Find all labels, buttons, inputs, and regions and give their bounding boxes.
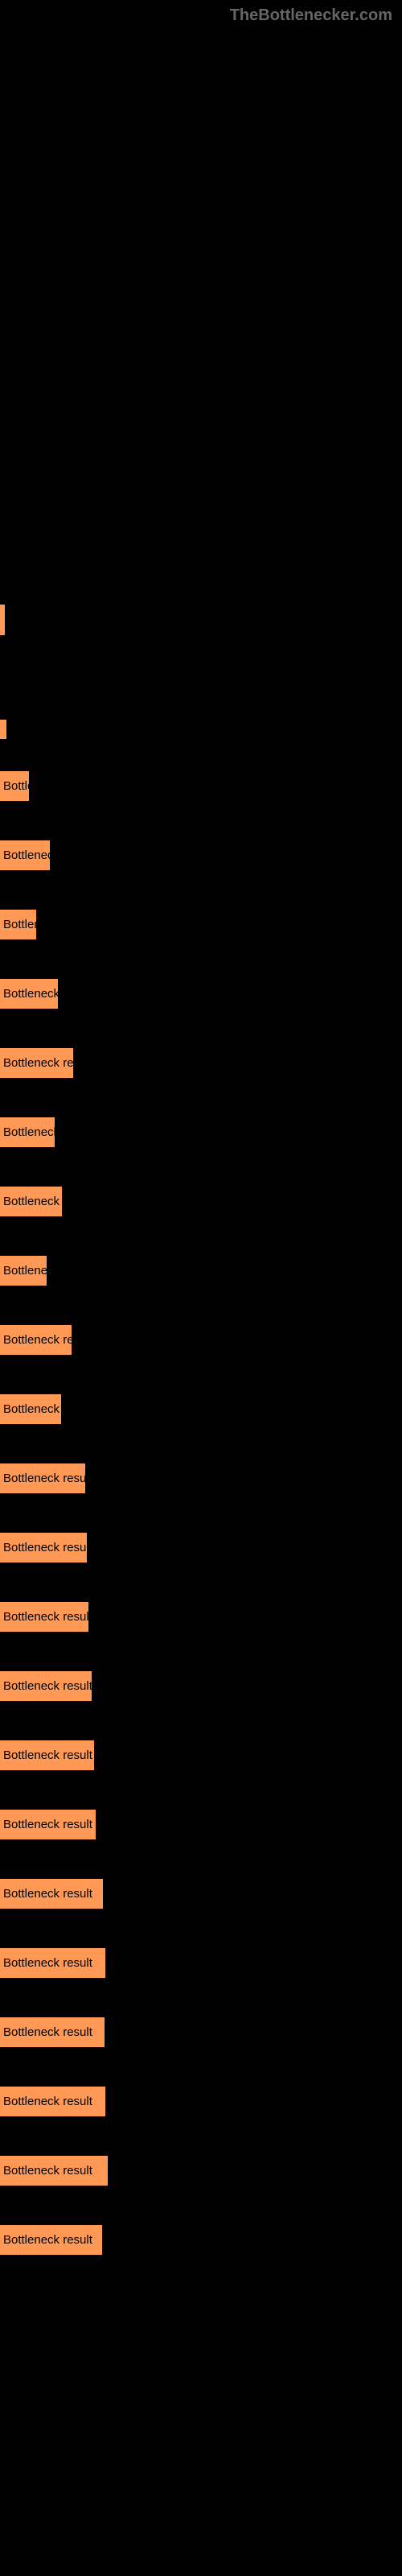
bottleneck-item: Bottleneck result bbox=[0, 2017, 402, 2051]
bottleneck-bar: Bottleneck result bbox=[0, 2225, 102, 2255]
bottleneck-bar: Bottleneck result bbox=[0, 1879, 103, 1909]
bottleneck-bar: Bottle bbox=[0, 771, 29, 801]
bottleneck-item: Bottleneck result bbox=[0, 1879, 402, 1913]
bottleneck-bar: Bottleneck bbox=[0, 840, 50, 870]
bottleneck-item: Bottleneck result bbox=[0, 2087, 402, 2120]
bottleneck-item: Bottleneck re bbox=[0, 1187, 402, 1220]
bottleneck-bar: Bottleneck result bbox=[0, 2087, 105, 2116]
bottleneck-bar: Bottleneck re bbox=[0, 1187, 62, 1216]
bottleneck-item: Bottleneck bbox=[0, 840, 402, 874]
bottleneck-item: Bottleneck resu bbox=[0, 1325, 402, 1359]
spacer-region bbox=[0, 25, 402, 605]
bottleneck-bar: Bottlenec bbox=[0, 1256, 47, 1286]
watermark-text: TheBottlenecker.com bbox=[0, 0, 402, 25]
bottleneck-bar: Bottleneck resu bbox=[0, 1048, 73, 1078]
bottleneck-item: Bottle bbox=[0, 771, 402, 805]
bottleneck-item: Bottlen bbox=[0, 910, 402, 943]
bottleneck-item: Bottleneck r bbox=[0, 979, 402, 1013]
bottleneck-item: Bottleneck result bbox=[0, 2156, 402, 2190]
bottleneck-bar: Bottleneck result bbox=[0, 1740, 94, 1770]
bottleneck-item: Bottleneck result bbox=[0, 1948, 402, 1982]
bottleneck-bar: Bottleneck result bbox=[0, 1463, 85, 1493]
bottleneck-bar: Bottleneck result bbox=[0, 1948, 105, 1978]
bottleneck-bar: Bottleneck result bbox=[0, 1533, 87, 1563]
bottleneck-item: Bottleneck result bbox=[0, 1602, 402, 1636]
bottleneck-item: Bottleneck result bbox=[0, 1671, 402, 1705]
bottleneck-bar: Bottleneck result bbox=[0, 1671, 92, 1701]
bottleneck-bar: Bottleneck resu bbox=[0, 1325, 72, 1355]
bottleneck-bar: Bottleneck r bbox=[0, 979, 58, 1009]
bottleneck-bar: Bottleneck result bbox=[0, 2156, 108, 2186]
bottleneck-bar: Bottleneck result bbox=[0, 1810, 96, 1839]
bottleneck-item: Bottleneck resu bbox=[0, 1048, 402, 1082]
marker-bar-1 bbox=[0, 605, 5, 635]
marker-bar-2 bbox=[0, 720, 6, 739]
bottleneck-bar: Bottleneck result bbox=[0, 1602, 88, 1632]
bottleneck-item: Bottleneck result bbox=[0, 1810, 402, 1843]
bottleneck-item: Bottleneck result bbox=[0, 1533, 402, 1567]
bottleneck-item: Bottlenec bbox=[0, 1256, 402, 1290]
bottleneck-bar: Bottleneck r bbox=[0, 1117, 55, 1147]
bottleneck-item: Bottleneck r bbox=[0, 1117, 402, 1151]
bottleneck-item: Bottleneck result bbox=[0, 1740, 402, 1774]
bottleneck-bar: Bottleneck re bbox=[0, 1394, 61, 1424]
bottleneck-bar: Bottlen bbox=[0, 910, 36, 939]
bottleneck-item: Bottleneck re bbox=[0, 1394, 402, 1428]
bottleneck-bar: Bottleneck result bbox=[0, 2017, 105, 2047]
bottleneck-item: Bottleneck result bbox=[0, 2225, 402, 2259]
bottleneck-list: Bottle Bottleneck Bottlen Bottleneck r Bottl… bbox=[0, 771, 402, 2259]
bottleneck-item: Bottleneck result bbox=[0, 1463, 402, 1497]
